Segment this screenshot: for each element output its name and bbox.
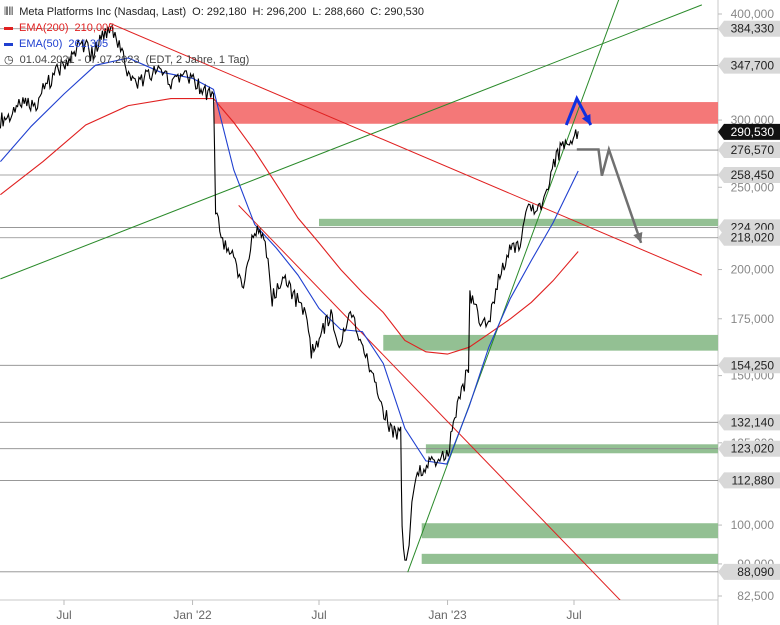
instrument-title: Meta Platforms Inc (Nasdaq, Last) bbox=[19, 6, 187, 18]
price-level-tag bbox=[718, 229, 780, 246]
ohlc-close: 290,530 bbox=[384, 6, 425, 18]
clock-icon: ◷ bbox=[4, 54, 14, 66]
support-zone bbox=[421, 553, 718, 564]
ema200-label: EMA(200) bbox=[19, 22, 69, 34]
price-level-tag bbox=[718, 472, 780, 489]
breakout-arrow bbox=[564, 95, 593, 126]
price-level-tag bbox=[718, 357, 780, 374]
y-tick-label: 200,000 bbox=[731, 263, 775, 277]
ohlc-close-label: C: bbox=[370, 6, 382, 18]
x-tick-label: Jul bbox=[311, 608, 326, 622]
price-series-line bbox=[0, 24, 579, 561]
price-level-label: 112,880 bbox=[732, 473, 775, 487]
candlestick-icon: ⫴⫴ bbox=[4, 6, 14, 18]
price-level-label: 132,140 bbox=[731, 415, 775, 429]
ohlc-high-label: H: bbox=[252, 6, 264, 18]
legend-title-row: ⫴⫴ Meta Platforms Inc (Nasdaq, Last) O: … bbox=[4, 4, 430, 20]
ohlc-low: 288,660 bbox=[324, 6, 365, 18]
ohlc-low-label: L: bbox=[312, 6, 322, 18]
pullback-arrowhead bbox=[633, 231, 643, 243]
ohlc-high: 296,200 bbox=[266, 6, 307, 18]
last-price-tag bbox=[718, 123, 780, 140]
ohlc-open-label: O: bbox=[192, 6, 204, 18]
x-tick-label: Jul bbox=[56, 608, 71, 622]
breakout-arrowhead bbox=[581, 114, 591, 126]
price-level-tag bbox=[718, 57, 780, 74]
ema50-value: 261,305 bbox=[68, 38, 109, 50]
y-tick-label: 100,000 bbox=[731, 518, 775, 532]
date-range-note: (EDT, 2 Jahre, 1 Tag) bbox=[145, 54, 250, 66]
resistance-zone bbox=[214, 102, 718, 124]
x-tick-label: Jan '23 bbox=[428, 608, 467, 622]
price-level-label: 88,090 bbox=[737, 565, 774, 579]
price-level-label: 258,450 bbox=[731, 168, 775, 182]
price-level-label: 123,020 bbox=[731, 442, 775, 456]
pullback-arrow bbox=[576, 145, 643, 244]
trendline bbox=[109, 22, 703, 276]
legend-ema50-row: EMA(50) 261,305 bbox=[4, 36, 430, 52]
price-level-label: 347,700 bbox=[731, 59, 775, 73]
support-zone bbox=[319, 218, 718, 227]
ema200-swatch bbox=[4, 26, 13, 30]
ema200-series-line bbox=[0, 98, 579, 355]
trendline bbox=[238, 205, 621, 600]
price-level-label: 290,530 bbox=[731, 125, 775, 139]
trendline bbox=[0, 4, 703, 280]
price-level-tag bbox=[718, 142, 780, 159]
ema50-label: EMA(50) bbox=[19, 38, 63, 50]
legend-ema200-row: EMA(200) 210,005 bbox=[4, 20, 430, 36]
price-level-label: 384,330 bbox=[731, 22, 775, 36]
price-level-label: 276,570 bbox=[731, 143, 775, 157]
date-range: 01.04.2021 - 07.07.2023 bbox=[19, 54, 140, 66]
chart-legend: ⫴⫴ Meta Platforms Inc (Nasdaq, Last) O: … bbox=[4, 4, 430, 68]
price-level-label: 154,250 bbox=[731, 358, 775, 372]
price-level-tag bbox=[718, 167, 780, 184]
ema50-series-line bbox=[0, 57, 579, 465]
ema200-value: 210,005 bbox=[74, 22, 115, 34]
price-level-tag bbox=[718, 20, 780, 37]
price-level-tag bbox=[718, 440, 780, 457]
price-level-label: 218,020 bbox=[731, 231, 775, 245]
y-tick-label: 400,000 bbox=[731, 7, 775, 21]
price-level-tag bbox=[718, 414, 780, 431]
x-tick-label: Jul bbox=[566, 608, 581, 622]
support-zone bbox=[383, 334, 718, 351]
x-tick-label: Jan '22 bbox=[173, 608, 212, 622]
trendline bbox=[407, 0, 620, 573]
y-tick-label: 300,000 bbox=[731, 113, 775, 127]
price-level-tag bbox=[718, 563, 780, 580]
y-tick-label: 250,000 bbox=[731, 180, 775, 194]
y-tick-label: 175,000 bbox=[731, 312, 775, 326]
support-zone bbox=[421, 523, 718, 539]
ema50-swatch bbox=[4, 42, 13, 46]
ohlc-open: 292,180 bbox=[206, 6, 247, 18]
y-tick-label: 82,500 bbox=[737, 589, 774, 603]
legend-range-row: ◷ 01.04.2021 - 07.07.2023 (EDT, 2 Jahre,… bbox=[4, 52, 430, 68]
